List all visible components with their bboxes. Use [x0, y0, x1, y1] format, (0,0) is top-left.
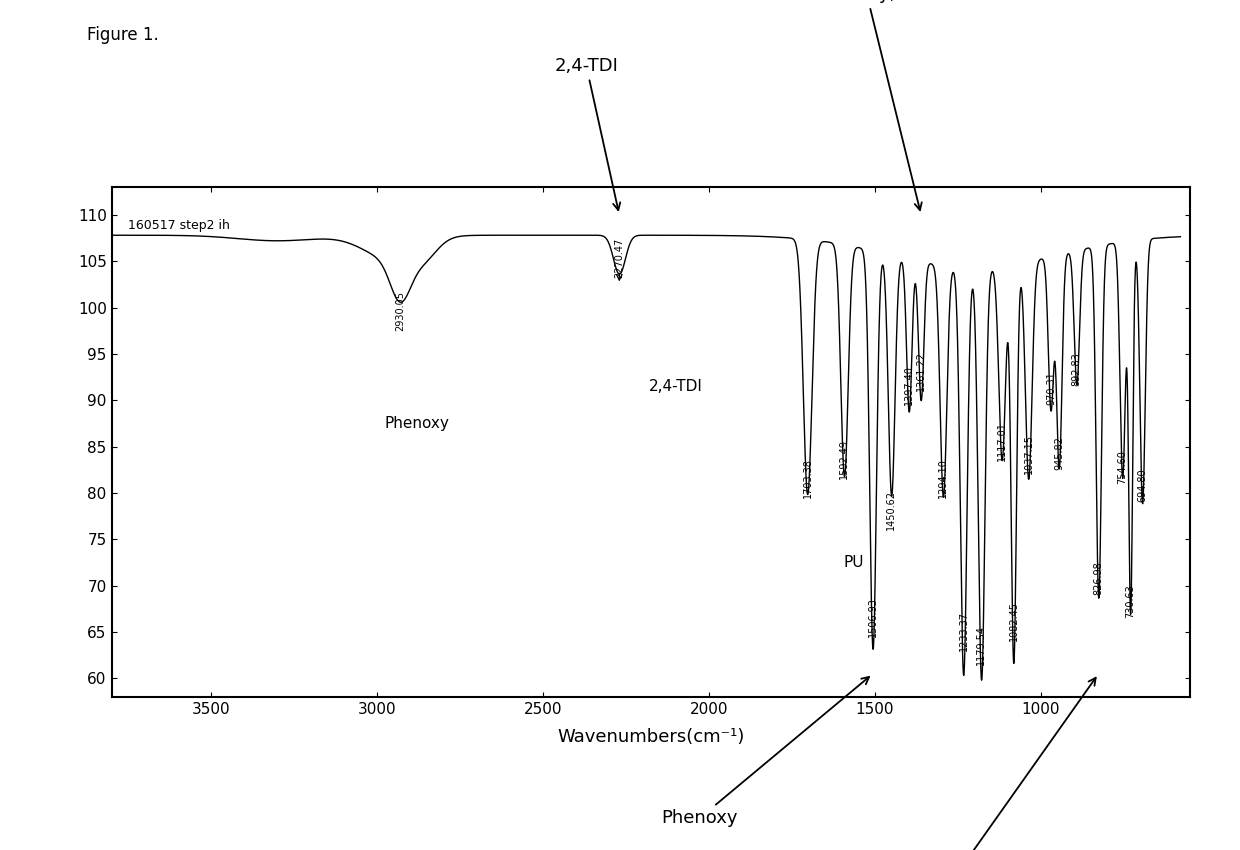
Text: 892.83: 892.83 — [1071, 353, 1081, 387]
Text: 1037.15: 1037.15 — [1024, 434, 1034, 474]
Text: 1703.38: 1703.38 — [802, 458, 812, 497]
Text: 1450.62: 1450.62 — [887, 490, 897, 530]
Text: 1506.93: 1506.93 — [868, 597, 878, 637]
Text: 1294.10: 1294.10 — [939, 458, 949, 497]
Text: 1117.01: 1117.01 — [997, 421, 1007, 461]
Text: Figure 1.: Figure 1. — [87, 26, 159, 43]
Text: 1082.45: 1082.45 — [1008, 601, 1018, 642]
Text: 1179.54: 1179.54 — [976, 625, 987, 665]
Text: 970.31: 970.31 — [1045, 371, 1056, 405]
Text: Phenoxy,PU: Phenoxy,PU — [813, 0, 921, 210]
Text: 2,4-TDI: 2,4-TDI — [554, 57, 620, 210]
Text: 1361.22: 1361.22 — [916, 351, 926, 391]
Text: 730.63: 730.63 — [1126, 585, 1136, 618]
Text: PU: PU — [844, 555, 864, 570]
Text: 1592.49: 1592.49 — [839, 439, 849, 479]
Text: 160517 step2 ih: 160517 step2 ih — [128, 219, 231, 232]
Text: 826.98: 826.98 — [1094, 561, 1104, 595]
Text: 1233.37: 1233.37 — [959, 610, 968, 650]
Text: 2930.05: 2930.05 — [396, 291, 405, 331]
Text: 1397.40: 1397.40 — [904, 365, 914, 405]
Text: 2,4-TDI: 2,4-TDI — [649, 379, 703, 394]
Text: 945.82: 945.82 — [1054, 436, 1064, 470]
Text: Phenoxy,CL: Phenoxy,CL — [911, 677, 1096, 850]
Text: Phenoxy: Phenoxy — [661, 677, 869, 827]
Text: 2270.47: 2270.47 — [614, 238, 624, 278]
Text: Phenoxy: Phenoxy — [384, 416, 449, 431]
X-axis label: Wavenumbers(cm⁻¹): Wavenumbers(cm⁻¹) — [557, 728, 745, 746]
Text: 694.80: 694.80 — [1137, 468, 1147, 502]
Text: 754.60: 754.60 — [1117, 450, 1127, 484]
